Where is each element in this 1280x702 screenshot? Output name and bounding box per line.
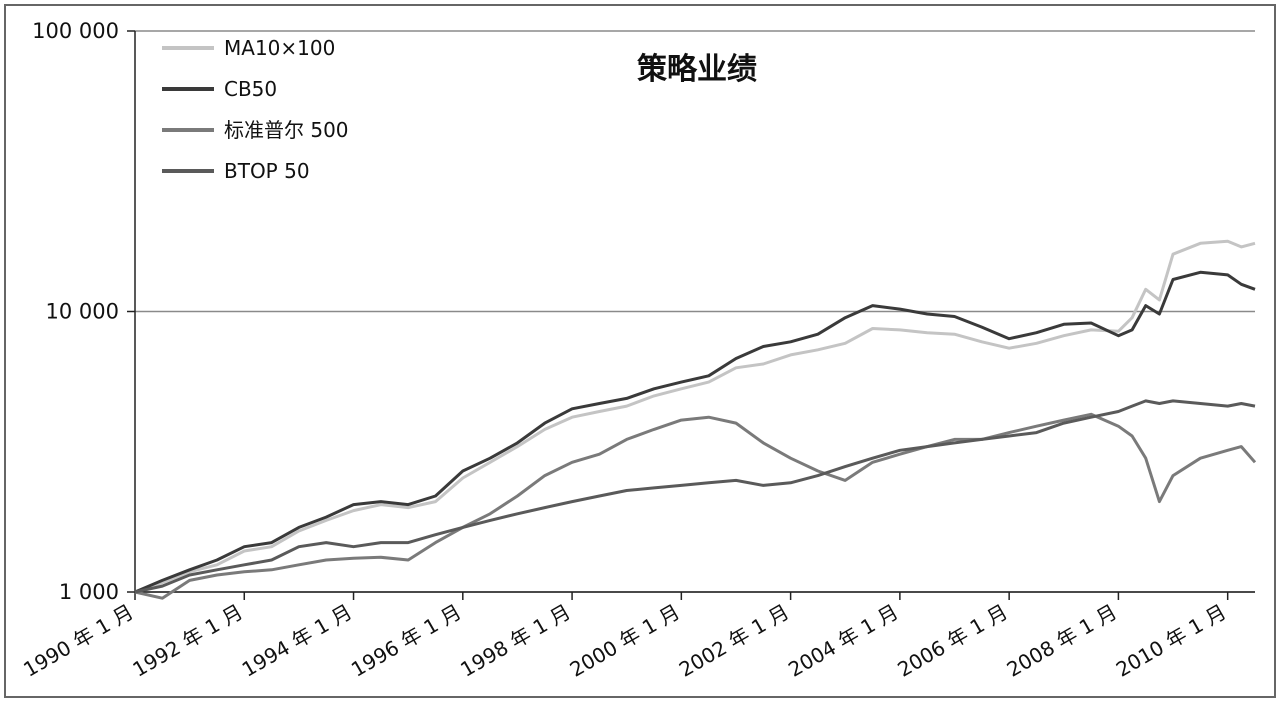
series-lines bbox=[134, 239, 1257, 600]
legend: MA10×100 CB50 标准普尔 500 BTOP 50 bbox=[162, 36, 349, 183]
y-tick-label: 10 000 bbox=[46, 300, 119, 324]
series-line-3 bbox=[134, 399, 1256, 594]
legend-label: MA10×100 bbox=[224, 36, 335, 60]
y-tick-label: 100 000 bbox=[32, 19, 119, 43]
legend-label: CB50 bbox=[224, 77, 277, 101]
chart-title: 策略业绩 bbox=[637, 52, 757, 87]
y-tick-label: 1 000 bbox=[59, 580, 119, 604]
chart-frame bbox=[4, 4, 1276, 698]
axes bbox=[127, 30, 1255, 600]
legend-label: BTOP 50 bbox=[224, 159, 310, 183]
series-line-2 bbox=[134, 412, 1257, 600]
legend-label: 标准普尔 500 bbox=[224, 118, 349, 142]
series-line-0 bbox=[134, 239, 1256, 594]
series-line-1 bbox=[134, 270, 1256, 594]
y-tick-labels: 100 000 10 000 1 000 bbox=[32, 19, 119, 604]
